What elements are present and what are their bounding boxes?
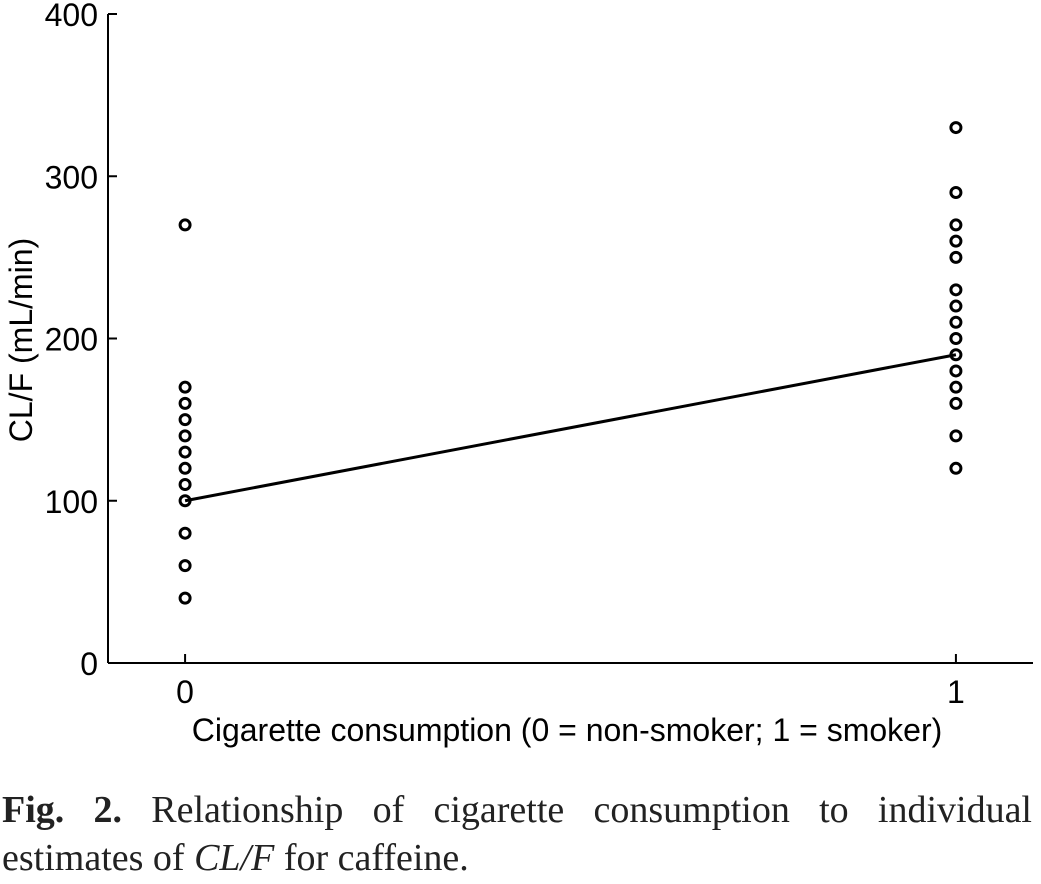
axes — [107, 14, 1033, 664]
data-point — [949, 461, 963, 475]
data-point — [178, 559, 192, 573]
ticks: 0 100 200 300 400 0 1 — [45, 0, 965, 710]
x-tick-label: 0 — [176, 674, 194, 710]
data-point — [949, 234, 963, 248]
data-point — [178, 445, 192, 459]
data-point — [178, 526, 192, 540]
data-point — [949, 332, 963, 345]
x-tick-label: 1 — [947, 674, 965, 710]
data-point — [949, 185, 963, 199]
x-axis-label: Cigarette consumption (0 = non-smoker; 1… — [192, 712, 943, 748]
data-point — [178, 478, 192, 492]
data-point — [949, 121, 963, 135]
data-point — [949, 380, 963, 394]
data-point — [949, 299, 963, 313]
data-point — [178, 218, 192, 232]
data-point — [178, 396, 192, 410]
data-point — [949, 283, 963, 297]
caption-text-after: for caffeine. — [274, 837, 469, 879]
y-tick-label: 400 — [45, 0, 98, 33]
fit-line-group — [184, 353, 957, 503]
data-point — [178, 380, 192, 394]
data-point — [949, 396, 963, 410]
data-point — [178, 461, 192, 475]
y-tick-label: 300 — [45, 159, 98, 195]
data-point — [949, 429, 963, 443]
caption-text-before: Relationship of cigarette consumption to… — [2, 789, 1032, 879]
data-point — [178, 591, 192, 605]
data-point — [178, 494, 192, 508]
figure-label: Fig. 2. — [2, 789, 123, 831]
y-tick-label: 100 — [45, 484, 98, 520]
data-point — [949, 364, 963, 378]
data-point — [178, 429, 192, 443]
data-point — [949, 348, 963, 362]
y-tick-label: 0 — [80, 646, 98, 682]
data-point — [949, 250, 963, 264]
fit-line — [184, 353, 957, 503]
scatter-chart: 0 100 200 300 400 0 1 CL/F (mL/min) Cigarette … — [3, 0, 1033, 748]
caption-italic-term: CL/F — [194, 837, 275, 879]
y-tick-label: 200 — [45, 322, 98, 358]
data-point — [178, 413, 192, 427]
data-point — [949, 218, 963, 232]
figure-caption: Fig. 2. Relationship of cigarette consum… — [2, 786, 1032, 882]
y-axis-label: CL/F (mL/min) — [3, 238, 39, 442]
data-point — [949, 315, 963, 329]
data-points — [178, 121, 963, 605]
